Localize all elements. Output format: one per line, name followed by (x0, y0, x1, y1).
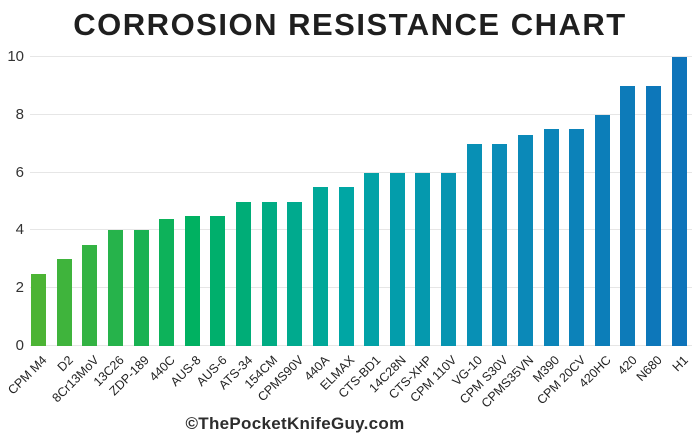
bar (56, 259, 72, 346)
bar-slot (441, 57, 456, 346)
bar (389, 172, 405, 346)
x-label-cell: N680 (634, 346, 665, 414)
bar (210, 215, 226, 346)
bar (159, 218, 175, 346)
bar (415, 172, 431, 346)
bar (31, 273, 46, 346)
bar-slot (133, 57, 149, 346)
y-tick-label: 2 (15, 279, 24, 297)
bar (261, 201, 277, 346)
bar-slot (492, 57, 508, 346)
x-tick-label: N680 (633, 353, 665, 385)
bar-slot (287, 57, 303, 346)
y-tick-label: 6 (15, 163, 24, 181)
bar-slot (364, 57, 380, 346)
bar (107, 230, 123, 346)
bar-slot (517, 57, 533, 346)
bar-slot (236, 57, 251, 346)
gridline-y2 (30, 287, 692, 289)
bar-slot (594, 57, 610, 346)
bar-slot (646, 57, 661, 346)
bar (569, 129, 585, 346)
page-title: CORROSION RESISTANCE CHART (73, 7, 627, 42)
x-label-cell: ZDP-189 (107, 346, 152, 414)
plot-area: 0 2 4 6 8 10 (7, 49, 692, 353)
bar-slot (671, 57, 687, 346)
bar-slot (389, 57, 405, 346)
x-tick-label: CPM M4 (5, 353, 50, 398)
watermark: ©ThePocketKnifeGuy.com (185, 414, 405, 433)
x-label-cell: CPM M4 (6, 346, 50, 414)
bar (646, 85, 661, 346)
gridline-y6 (30, 171, 692, 173)
gridline-y10 (30, 56, 692, 57)
bar-slot (415, 57, 431, 346)
y-tick-label: 8 (15, 105, 24, 123)
bar-slot (543, 57, 559, 346)
bar-slot (338, 57, 354, 346)
bar (364, 172, 380, 346)
bar (517, 135, 533, 346)
bar (594, 114, 610, 346)
x-label-cell: CPMS90V (255, 346, 306, 414)
bar (671, 57, 687, 346)
y-tick-label: 4 (15, 221, 24, 239)
bar-slot (312, 57, 328, 346)
bar-slot (31, 57, 46, 346)
gridline-y4 (30, 229, 692, 231)
y-tick-label: 10 (7, 48, 24, 65)
bar-slot (466, 57, 482, 346)
x-axis-labels: CPM M4 D2 8Cr13MoV 13C26 ZDP-189 440C AUS-8 AUS… (6, 346, 692, 414)
bar (82, 244, 98, 346)
bar-slot (107, 57, 123, 346)
y-tick-label: 0 (15, 337, 24, 354)
bar-slot (82, 57, 98, 346)
bar-slot (210, 57, 226, 346)
bar (133, 230, 149, 346)
bar (312, 187, 328, 346)
x-axis-label-row: CPM M4 D2 8Cr13MoV 13C26 ZDP-189 440C AUS-8 AUS… (6, 346, 691, 414)
x-label-cell: 420HC (576, 346, 613, 414)
bar (287, 201, 303, 346)
x-tick-label: H1 (669, 353, 691, 375)
gridline-y0 (30, 345, 692, 346)
bar (441, 172, 456, 346)
x-label-cell: H1 (669, 346, 691, 414)
bar-slot (184, 57, 200, 346)
bars-container (31, 57, 687, 346)
bar (466, 143, 482, 346)
gridline-y8 (30, 113, 692, 115)
bar (338, 187, 354, 346)
bar-slot (56, 57, 72, 346)
bar-slot (620, 57, 636, 346)
bar (620, 85, 636, 346)
bar (543, 129, 559, 346)
bar-slot (569, 57, 585, 346)
bar (184, 215, 200, 346)
x-label-cell: 420 (615, 346, 640, 414)
bar-slot (159, 57, 175, 346)
x-label-cell: CPMS35VN (479, 346, 537, 414)
bar (236, 201, 251, 346)
bar (492, 143, 508, 346)
bar-slot (261, 57, 277, 346)
